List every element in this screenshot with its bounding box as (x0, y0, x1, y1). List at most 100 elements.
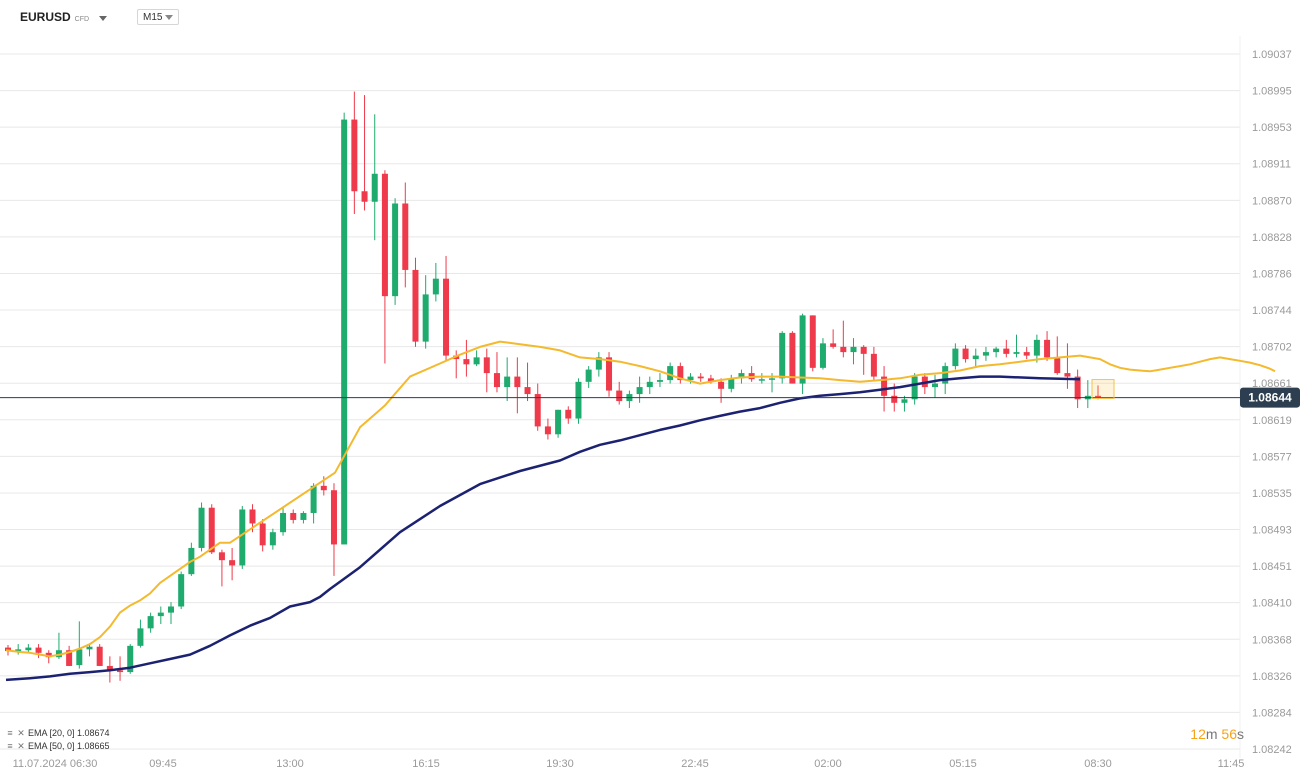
candle-body (96, 646, 103, 666)
timeframe-label: M15 (143, 11, 163, 23)
y-tick-label: 1.08786 (1252, 268, 1292, 280)
menu-icon[interactable]: ≡ (7, 741, 13, 751)
candle-body (616, 390, 623, 402)
candle-body (891, 395, 898, 403)
x-tick-label: 16:15 (412, 758, 440, 770)
legend-item-ema20: ≡ ✕ EMA [20, 0] 1.08674 (6, 727, 109, 740)
symbol-type: CFD (74, 16, 90, 23)
x-tick-label: 22:45 (681, 758, 709, 770)
y-tick-label: 1.09037 (1252, 49, 1292, 61)
candle-body (127, 645, 134, 673)
candle-body (239, 509, 246, 566)
legend-label: EMA [50, 0] 1.08665 (28, 741, 110, 751)
candle-body (218, 552, 225, 561)
y-tick-label: 1.08577 (1252, 451, 1292, 463)
candle-body (840, 346, 847, 353)
candle-body (137, 628, 144, 646)
countdown-seconds-unit: s (1237, 726, 1244, 742)
candle-body (789, 332, 796, 384)
candle-body (463, 359, 470, 365)
candle-body (544, 426, 551, 435)
x-tick-label: 11:45 (1218, 758, 1245, 770)
candle-body (779, 332, 786, 379)
candle-body (687, 376, 694, 381)
candle-body (259, 523, 266, 546)
candle-body (1054, 357, 1061, 374)
candle-body (677, 366, 684, 381)
candle-body (35, 647, 42, 653)
candle-body (504, 376, 511, 388)
candle-body (483, 357, 490, 374)
candle-body (443, 278, 450, 356)
candle-body (881, 376, 888, 396)
candle-body (106, 665, 113, 671)
candle-body (595, 357, 602, 370)
candle-body (942, 366, 949, 384)
y-tick-label: 1.08451 (1252, 561, 1292, 573)
candle-body (55, 650, 62, 658)
candle-body (799, 315, 806, 384)
candle-body (911, 376, 918, 400)
candle-body (86, 646, 93, 650)
candle-body (718, 381, 725, 389)
y-tick-label: 1.08493 (1252, 525, 1292, 537)
candle-body (249, 509, 256, 524)
candle-body (15, 649, 22, 652)
x-tick-label: 09:45 (149, 758, 177, 770)
ema50-line (5, 375, 1081, 682)
candle-body (932, 383, 939, 388)
timeframe-selector[interactable]: M15 (137, 9, 179, 25)
candle-body (697, 376, 704, 379)
candle-body (76, 649, 83, 666)
candle-body (178, 574, 185, 607)
candle-body (667, 366, 674, 381)
symbol-selector[interactable]: EURUSD CFD (20, 10, 108, 24)
candle-body (320, 485, 327, 491)
close-icon[interactable]: ✕ (17, 741, 25, 751)
menu-icon[interactable]: ≡ (7, 728, 13, 738)
close-icon[interactable]: ✕ (17, 728, 25, 738)
candle-body (830, 343, 837, 347)
candle-body (952, 348, 959, 367)
countdown-minutes-unit: m (1205, 726, 1218, 742)
last-candle-highlight (1091, 379, 1115, 400)
candle-body (1095, 395, 1101, 398)
y-tick-label: 1.08326 (1252, 671, 1292, 683)
candle-body (575, 381, 582, 419)
candle-body (769, 378, 776, 380)
candle-body (269, 532, 276, 546)
ema20-line (5, 340, 1276, 658)
candle-body (1033, 339, 1040, 356)
candle-body (901, 399, 908, 403)
x-tick-label: 02:00 (814, 758, 842, 770)
y-tick-label: 1.08744 (1252, 305, 1292, 317)
candle-body (290, 512, 297, 520)
candle-body (412, 269, 419, 342)
y-tick-label: 1.08953 (1252, 122, 1292, 134)
candle-body (157, 612, 164, 617)
candle-body (870, 353, 877, 377)
candle-body (45, 652, 52, 658)
candle-body (371, 173, 378, 202)
candle-body (422, 294, 429, 342)
countdown-seconds: 56 (1221, 726, 1237, 742)
candle-body (66, 650, 73, 666)
candle-body (636, 387, 643, 395)
candle-body (728, 378, 735, 389)
candle-body (280, 512, 287, 533)
candle-body (208, 507, 215, 553)
symbol-name: EURUSD (20, 10, 71, 24)
candle-body (198, 507, 205, 548)
y-tick-label: 1.08995 (1252, 86, 1292, 98)
y-tick-label: 1.08619 (1252, 415, 1292, 427)
candle-body (606, 357, 613, 391)
chart-toolbar: EURUSD CFD M15 (0, 0, 1312, 36)
candle-body (381, 173, 388, 297)
candle-body (1074, 376, 1081, 400)
candle-body (1013, 352, 1020, 354)
chevron-down-icon (165, 14, 173, 20)
candle-body (758, 379, 765, 381)
candle-body (330, 490, 337, 545)
candle-body (1003, 348, 1010, 354)
